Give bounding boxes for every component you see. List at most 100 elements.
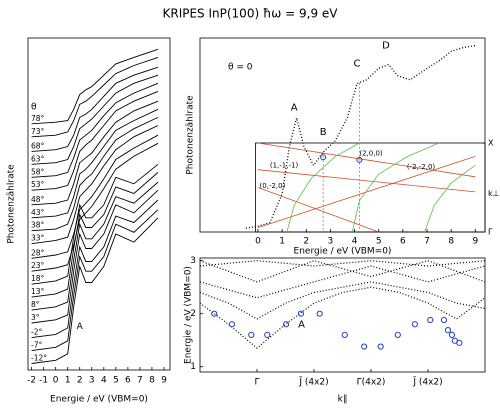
spectrum-line (31, 108, 159, 219)
x-tick-label: 3 (328, 237, 334, 247)
band-line (257, 187, 379, 233)
spectrum-line (31, 125, 159, 245)
band-line (257, 156, 476, 228)
inset-y-tick-label: X (488, 139, 494, 148)
y-tick-label: 3 (190, 256, 196, 266)
state-point (456, 339, 463, 346)
bulk-band (199, 260, 486, 283)
x-tick-label: 0 (53, 376, 59, 386)
spectrum-line (31, 74, 159, 165)
state-point (211, 310, 218, 317)
inset-point (356, 156, 363, 163)
x-tick-label: 0 (255, 237, 261, 247)
plot-frame (199, 257, 486, 373)
x-tick-label: 7 (137, 376, 143, 386)
bulk-band (199, 260, 486, 267)
spectrum-line (31, 134, 159, 259)
x-tick-label: 4 (352, 237, 358, 247)
y-axis-label: Photonenzählrate (186, 95, 196, 175)
x-tick-label: Γ̄(4x2) (357, 378, 386, 388)
x-tick-label: -2 (27, 376, 36, 386)
series-label: -7° (31, 341, 42, 350)
bulk-band (199, 286, 486, 349)
state-point (427, 316, 434, 324)
x-tick-label: J̄ (4x2) (412, 376, 442, 388)
state-point (282, 321, 290, 328)
x-tick-label: 4 (101, 376, 107, 386)
annotation: D (382, 41, 390, 52)
x-tick-label: 1 (279, 237, 285, 247)
series-label: -12° (31, 354, 47, 363)
band-label: (0,-2,0) (260, 182, 286, 190)
state-point (228, 321, 236, 328)
spectrum-line (31, 189, 159, 324)
spectrum-line (245, 44, 476, 229)
x-tick-label: Γ̄ (254, 378, 259, 388)
series-label: 33° (31, 234, 45, 243)
bulk-band (199, 265, 486, 299)
annotation: A (291, 102, 298, 113)
state-point (248, 331, 255, 338)
spectrum-line (31, 199, 159, 339)
series-label: 48° (31, 195, 45, 204)
spectrum-line (31, 48, 159, 125)
band-line (424, 164, 476, 233)
spectrum-line (31, 142, 159, 272)
state-point (448, 331, 456, 338)
state-point (440, 316, 448, 324)
spectrum-line (31, 217, 159, 364)
state-point (264, 331, 271, 338)
x-tick-label: 3 (89, 376, 95, 386)
spectrum-line (31, 90, 159, 191)
x-tick-label: 6 (400, 237, 406, 247)
annotation: A (77, 322, 84, 332)
spectrum-line (31, 209, 159, 352)
x-tick-label: 2 (77, 376, 83, 386)
band-label: (1,-1,-1) (270, 161, 299, 169)
inset-y-tick-label: Γ (488, 228, 493, 237)
series-label: -2° (31, 328, 42, 337)
series-label: A (298, 319, 305, 330)
x-axis-label: Energie / eV (VBM=0) (50, 395, 148, 405)
y-tick-label: 1 (190, 362, 196, 372)
series-label: 78° (31, 114, 45, 123)
annotation: C (353, 59, 360, 70)
spectrum-line (31, 82, 159, 178)
band-line (351, 142, 440, 233)
x-tick-label: 8 (448, 237, 454, 247)
bulk-band (199, 281, 486, 320)
series-label: 38° (31, 221, 45, 230)
x-tick-label: 1 (65, 376, 71, 386)
annotation: B (320, 127, 327, 138)
series-label: 8° (31, 300, 40, 309)
series-label: 18° (31, 274, 45, 283)
state-point (394, 331, 401, 338)
spectrum-line (31, 66, 159, 152)
chart-label: θ = 0 (228, 63, 253, 73)
x-tick-label: 9 (161, 376, 167, 386)
inset-y-label: k⊥ (488, 189, 500, 198)
series-label: 43° (31, 208, 45, 217)
state-point (444, 327, 452, 334)
y-axis-label: Photonenzählrate (7, 164, 17, 244)
y-axis-label: Energie / eV (VBM=0) (184, 266, 194, 364)
state-point (297, 310, 304, 317)
x-axis-label: Energie / eV (VBM=0) (294, 247, 392, 257)
series-label: 53° (31, 180, 45, 189)
x-axis-label: k∥ (338, 395, 348, 405)
x-tick-label: 5 (376, 237, 382, 247)
spectrum-line (31, 100, 159, 206)
band-line (286, 142, 360, 233)
state-point (341, 331, 348, 338)
state-point (411, 321, 418, 328)
series-label: 63° (31, 154, 45, 163)
spectrum-line (31, 181, 159, 311)
x-tick-label: 5 (113, 376, 119, 386)
spectrum-line (31, 116, 159, 232)
series-label: 23° (31, 261, 45, 270)
spectrum-line (31, 172, 159, 298)
series-label: 3° (31, 313, 40, 322)
band-line (257, 169, 476, 193)
state-point (316, 310, 323, 317)
